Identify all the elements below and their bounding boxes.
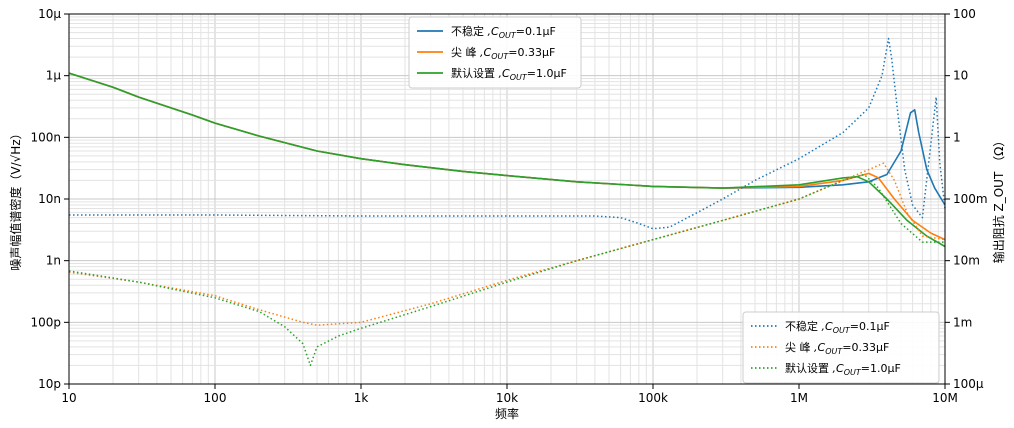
grid-layer bbox=[68, 14, 945, 385]
legend-entry-label: 不稳定 ,COUT=0.1μF bbox=[451, 24, 556, 40]
legend-entry-label: 默认设置 ,COUT=1.0μF bbox=[785, 362, 901, 377]
y-left-tick-label: 1μ bbox=[46, 69, 62, 83]
y-right-axis-title: 输出阻抗 Z_OUT （Ω） bbox=[991, 135, 1006, 264]
y-right-tick-label: 1 bbox=[953, 130, 961, 144]
y-right-tick-label: 10 bbox=[953, 69, 968, 83]
tick-layer: 10 100 1k 10k 100k 1M 10M 10p 100p 1n 10n 100n 1μ 10μ… bbox=[30, 7, 987, 405]
y-right-tick-label: 1m bbox=[953, 315, 972, 329]
x-tick-label: 10k bbox=[496, 391, 518, 405]
y-right-tick-label: 100μ bbox=[953, 377, 984, 391]
series-line-impedance-5 bbox=[68, 173, 945, 367]
legend-noise: 不稳定 ,COUT=0.1μF 尖 峰 ,COUT=0.33μF 默认设置 ,COU… bbox=[408, 16, 582, 89]
x-tick-label: 10M bbox=[932, 391, 958, 405]
x-tick-label: 100k bbox=[638, 391, 668, 405]
legend-box bbox=[742, 311, 940, 384]
x-tick-label: 100 bbox=[204, 391, 227, 405]
x-tick-label: 10 bbox=[61, 391, 76, 405]
y-left-tick-label: 100p bbox=[30, 315, 61, 329]
y-left-tick-label: 1n bbox=[46, 254, 61, 268]
y-right-tick-label: 100 bbox=[953, 7, 976, 21]
legend-entry-label: 默认设置 ,COUT=1.0μF bbox=[451, 67, 567, 82]
y-left-tick-label: 10p bbox=[38, 377, 61, 391]
x-axis-title: 频率 bbox=[495, 406, 519, 421]
legend-impedance: 不稳定 ,COUT=0.1μF 尖 峰 ,COUT=0.33μF 默认设置 ,COU… bbox=[742, 311, 940, 384]
y-left-tick-label: 100n bbox=[30, 130, 61, 144]
legend-entry-label: 尖 峰 ,COUT=0.33μF bbox=[785, 341, 889, 356]
y-left-tick-label: 10μ bbox=[38, 7, 61, 21]
y-right-tick-label: 100m bbox=[953, 192, 988, 206]
y-left-axis-title: 噪声幅值谱密度（V/√Hz） bbox=[8, 127, 23, 270]
legend-entry-label: 不稳定 ,COUT=0.1μF bbox=[785, 319, 890, 335]
legend-entry-label: 尖 峰 ,COUT=0.33μF bbox=[451, 46, 555, 61]
y-left-tick-label: 10n bbox=[38, 192, 61, 206]
x-tick-label: 1k bbox=[354, 391, 369, 405]
series-layer bbox=[68, 37, 946, 367]
x-tick-label: 1M bbox=[790, 391, 808, 405]
legend-box bbox=[408, 16, 582, 89]
series-line-noise-2 bbox=[68, 72, 946, 248]
y-right-tick-label: 10m bbox=[953, 254, 980, 268]
